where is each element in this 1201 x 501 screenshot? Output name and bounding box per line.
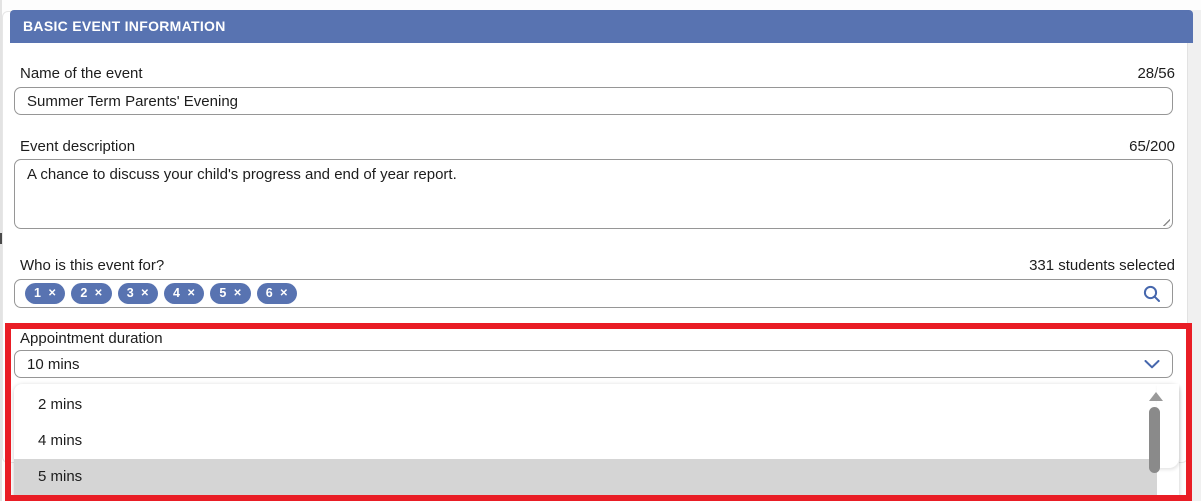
event-description-textarea[interactable]: A chance to discuss your child's progres… <box>14 159 1173 229</box>
chevron-down-icon <box>1144 359 1160 369</box>
duration-dropdown: 2 mins 4 mins 5 mins <box>14 384 1179 501</box>
remove-chip-icon[interactable]: ✕ <box>186 288 196 299</box>
search-icon[interactable] <box>1142 284 1162 304</box>
remove-chip-icon[interactable]: ✕ <box>140 288 150 299</box>
scrollbar-thumb[interactable] <box>1149 407 1160 473</box>
duration-option-5-mins[interactable]: 5 mins <box>14 459 1157 495</box>
group-chip-2[interactable]: 2 ✕ <box>71 283 112 304</box>
group-chip-4[interactable]: 4 ✕ <box>164 283 205 304</box>
resize-handle-icon[interactable] <box>1160 216 1170 226</box>
name-char-counter: 28/56 <box>1137 65 1175 82</box>
group-chip-1[interactable]: 1 ✕ <box>25 283 66 304</box>
event-name-input[interactable] <box>14 87 1173 115</box>
dropdown-scrollbar-track[interactable] <box>1157 384 1179 468</box>
remove-chip-icon[interactable]: ✕ <box>279 288 289 299</box>
duration-option-2-mins[interactable]: 2 mins <box>38 396 83 413</box>
page-right-gutter <box>1187 10 1201 501</box>
duration-label: Appointment duration <box>20 330 163 347</box>
chip-label: 6 <box>265 286 273 300</box>
students-selected-status: 331 students selected <box>1029 257 1175 274</box>
scrollbar-up-icon[interactable] <box>1149 392 1163 401</box>
group-chip-3[interactable]: 3 ✕ <box>117 283 159 304</box>
description-field-wrap: A chance to discuss your child's progres… <box>14 159 1173 229</box>
remove-chip-icon[interactable]: ✕ <box>47 288 57 299</box>
chip-label: 1 <box>34 286 41 300</box>
remove-chip-icon[interactable]: ✕ <box>233 288 242 299</box>
chip-label: 5 <box>219 286 227 300</box>
description-char-counter: 65/200 <box>1129 138 1175 155</box>
name-label: Name of the event <box>20 65 143 82</box>
page-left-edge <box>0 0 2 501</box>
chip-label: 2 <box>80 286 88 300</box>
duration-option-4-mins[interactable]: 4 mins <box>38 432 83 449</box>
duration-select[interactable]: 10 mins <box>14 350 1173 378</box>
remove-chip-icon[interactable]: ✕ <box>94 288 103 299</box>
group-chip-5[interactable]: 5 ✕ <box>210 283 251 304</box>
audience-chips-input[interactable]: 1 ✕ 2 ✕ 3 ✕ 4 ✕ 5 ✕ 6 ✕ <box>14 279 1173 308</box>
duration-selected-value: 10 mins <box>27 355 80 373</box>
description-label: Event description <box>20 138 136 155</box>
audience-label: Who is this event for? <box>20 257 165 274</box>
group-chip-6[interactable]: 6 ✕ <box>256 283 298 304</box>
left-edge-marker <box>0 233 2 244</box>
chip-label: 4 <box>173 286 180 300</box>
section-header: BASIC EVENT INFORMATION <box>10 10 1193 43</box>
chip-label: 3 <box>126 286 134 300</box>
page-title: BASIC EVENT INFORMATION <box>23 18 226 34</box>
